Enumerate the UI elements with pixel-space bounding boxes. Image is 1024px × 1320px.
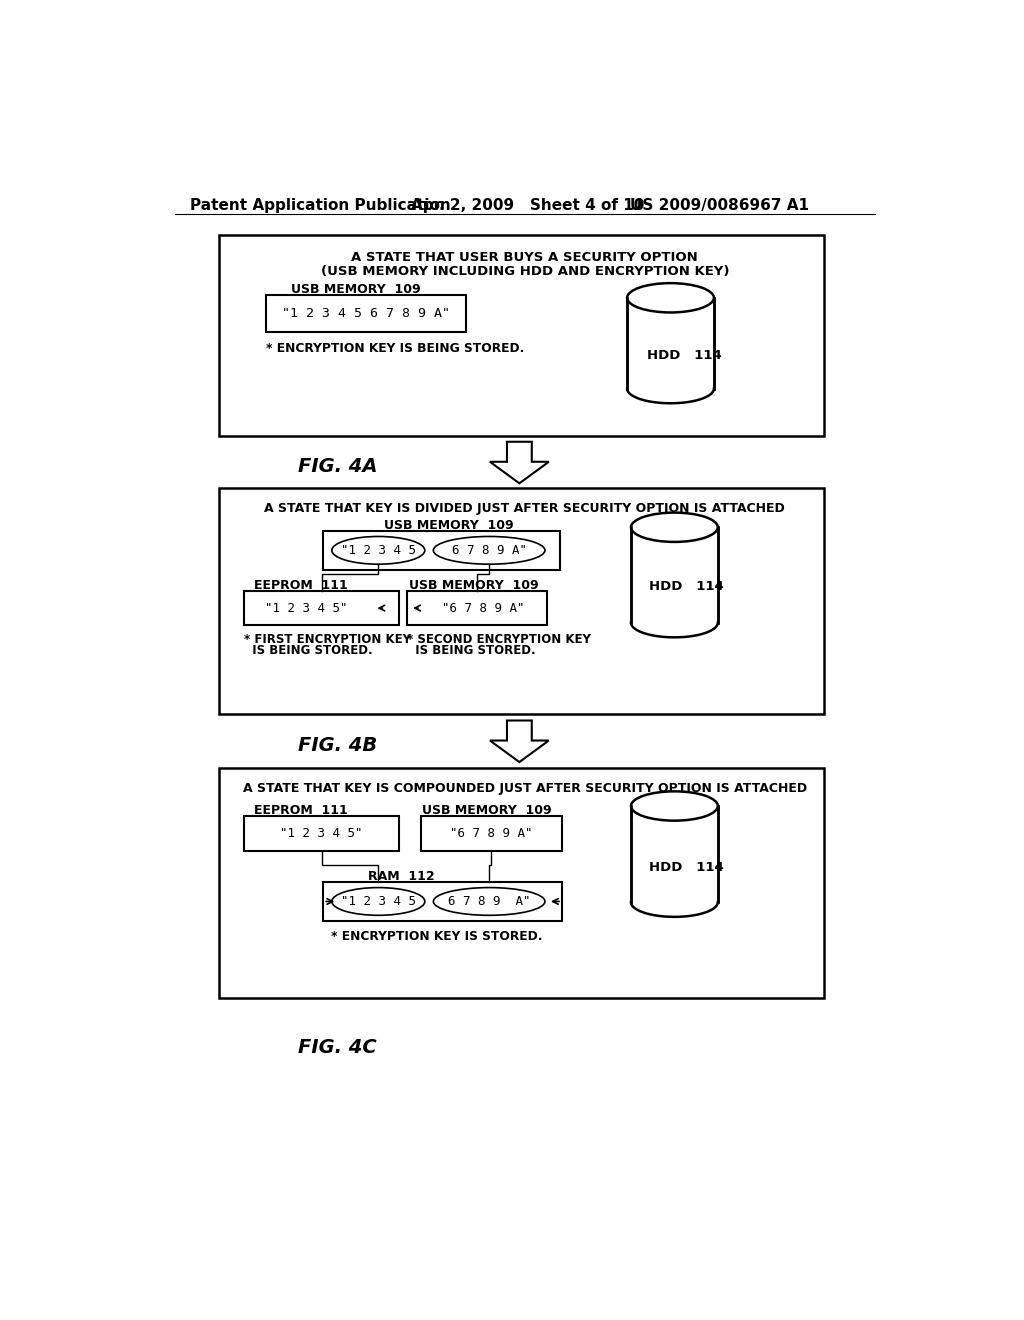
Text: "6 7 8 9 A": "6 7 8 9 A" (451, 828, 532, 841)
Text: * ENCRYPTION KEY IS BEING STORED.: * ENCRYPTION KEY IS BEING STORED. (266, 342, 524, 355)
Text: "1 2 3 4 5: "1 2 3 4 5 (341, 544, 416, 557)
Text: "1 2 3 4 5: "1 2 3 4 5 (341, 895, 416, 908)
Ellipse shape (631, 792, 718, 821)
Text: IS BEING STORED.: IS BEING STORED. (407, 644, 536, 656)
Text: USB MEMORY  109: USB MEMORY 109 (291, 284, 421, 296)
Text: FIG. 4A: FIG. 4A (298, 457, 377, 477)
Text: US 2009/0086967 A1: US 2009/0086967 A1 (630, 198, 809, 214)
Polygon shape (627, 298, 714, 388)
Text: (USB MEMORY INCLUDING HDD AND ENCRYPTION KEY): (USB MEMORY INCLUDING HDD AND ENCRYPTION… (321, 264, 729, 277)
Text: A STATE THAT USER BUYS A SECURITY OPTION: A STATE THAT USER BUYS A SECURITY OPTION (351, 251, 698, 264)
Text: EEPROM  111: EEPROM 111 (254, 804, 348, 817)
Ellipse shape (631, 512, 718, 543)
Text: "1 2 3 4 5": "1 2 3 4 5" (281, 828, 362, 841)
Text: HDD   114: HDD 114 (648, 581, 723, 594)
Text: "1 2 3 4 5 6 7 8 9 A": "1 2 3 4 5 6 7 8 9 A" (282, 308, 450, 321)
Text: IS BEING STORED.: IS BEING STORED. (245, 644, 373, 656)
Text: FIG. 4C: FIG. 4C (298, 1039, 377, 1057)
Text: * FIRST ENCRYPTION KEY: * FIRST ENCRYPTION KEY (245, 632, 412, 645)
Text: "6 7 8 9 A": "6 7 8 9 A" (441, 602, 524, 615)
Text: USB MEMORY  109: USB MEMORY 109 (384, 519, 513, 532)
Polygon shape (631, 527, 718, 623)
Text: Patent Application Publication: Patent Application Publication (190, 198, 451, 214)
Text: A STATE THAT KEY IS DIVIDED JUST AFTER SECURITY OPTION IS ATTACHED: A STATE THAT KEY IS DIVIDED JUST AFTER S… (264, 502, 785, 515)
Text: RAM  112: RAM 112 (369, 870, 435, 883)
Polygon shape (489, 442, 549, 483)
Text: EEPROM  111: EEPROM 111 (254, 579, 348, 591)
Text: "1 2 3 4 5": "1 2 3 4 5" (265, 602, 347, 615)
Polygon shape (631, 807, 718, 902)
Text: FIG. 4B: FIG. 4B (298, 735, 377, 755)
Text: USB MEMORY  109: USB MEMORY 109 (423, 804, 552, 817)
Text: 6 7 8 9  A": 6 7 8 9 A" (447, 895, 530, 908)
Text: * ENCRYPTION KEY IS STORED.: * ENCRYPTION KEY IS STORED. (331, 929, 543, 942)
Ellipse shape (627, 282, 714, 313)
Text: A STATE THAT KEY IS COMPOUNDED JUST AFTER SECURITY OPTION IS ATTACHED: A STATE THAT KEY IS COMPOUNDED JUST AFTE… (243, 781, 807, 795)
Text: HDD   114: HDD 114 (648, 861, 723, 874)
Text: * SECOND ENCRYPTION KEY: * SECOND ENCRYPTION KEY (407, 632, 591, 645)
Polygon shape (489, 721, 549, 762)
Text: 6 7 8 9 A": 6 7 8 9 A" (452, 544, 526, 557)
Text: Apr. 2, 2009   Sheet 4 of 10: Apr. 2, 2009 Sheet 4 of 10 (411, 198, 644, 214)
Text: USB MEMORY  109: USB MEMORY 109 (409, 579, 539, 591)
Text: HDD   114: HDD 114 (647, 350, 722, 363)
